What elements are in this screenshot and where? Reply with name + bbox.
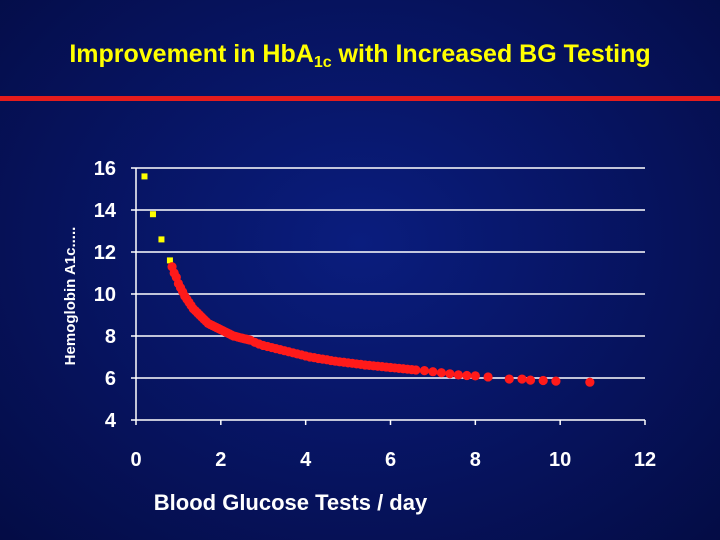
gridlines [136,167,645,379]
y-tick-label: 4 [105,410,117,432]
x-tick-label: 6 [385,449,396,471]
title-main: Improvement in Hb [69,40,296,68]
title-a: A [295,40,314,68]
data-point [525,375,536,385]
data-point-square [149,211,156,218]
y-tick-label: 16 [94,158,116,180]
axes [131,167,646,425]
data-point-square [158,236,165,243]
title-rest: with Increased BG Testing [331,40,651,68]
data-point [470,371,480,381]
data-point [483,372,493,382]
data-point [462,370,472,381]
title-subscript: 1c [313,54,332,71]
data-point [504,374,514,384]
x-tick-label: 12 [634,449,656,471]
x-tick-label: 4 [300,449,312,471]
data-point [445,369,455,379]
x-tick-labels: 0 2 4 6 8 10 12 [130,449,656,471]
y-tick-label: 8 [105,326,116,348]
y-tick-label: 6 [105,368,116,390]
data-point [585,377,595,387]
y-tick-label: 10 [94,284,116,306]
x-tick-label: 2 [215,449,226,471]
data-point [517,374,527,384]
data-point [538,375,548,386]
y-tick-label: 12 [94,242,116,264]
data-point [428,367,438,377]
y-axis-title: Hemoglobin A1c..... [62,227,79,366]
slide-title: Improvement in HbA1c with Increased BG T… [0,40,720,72]
data-points [141,173,595,387]
x-tick-label: 0 [130,449,141,471]
data-point [419,366,430,376]
y-tick-labels: 4 6 8 10 12 14 16 [94,158,117,432]
title-divider [0,96,720,101]
x-axis-title: Blood Glucose Tests / day [154,490,428,515]
data-point-square [166,257,173,264]
x-tick-label: 10 [549,449,571,471]
data-point [436,368,446,378]
data-point [411,365,421,375]
x-tick-label: 8 [470,449,481,471]
data-point [551,376,561,386]
y-tick-label: 14 [94,200,117,222]
data-point [453,370,463,380]
data-point-square [141,173,148,180]
